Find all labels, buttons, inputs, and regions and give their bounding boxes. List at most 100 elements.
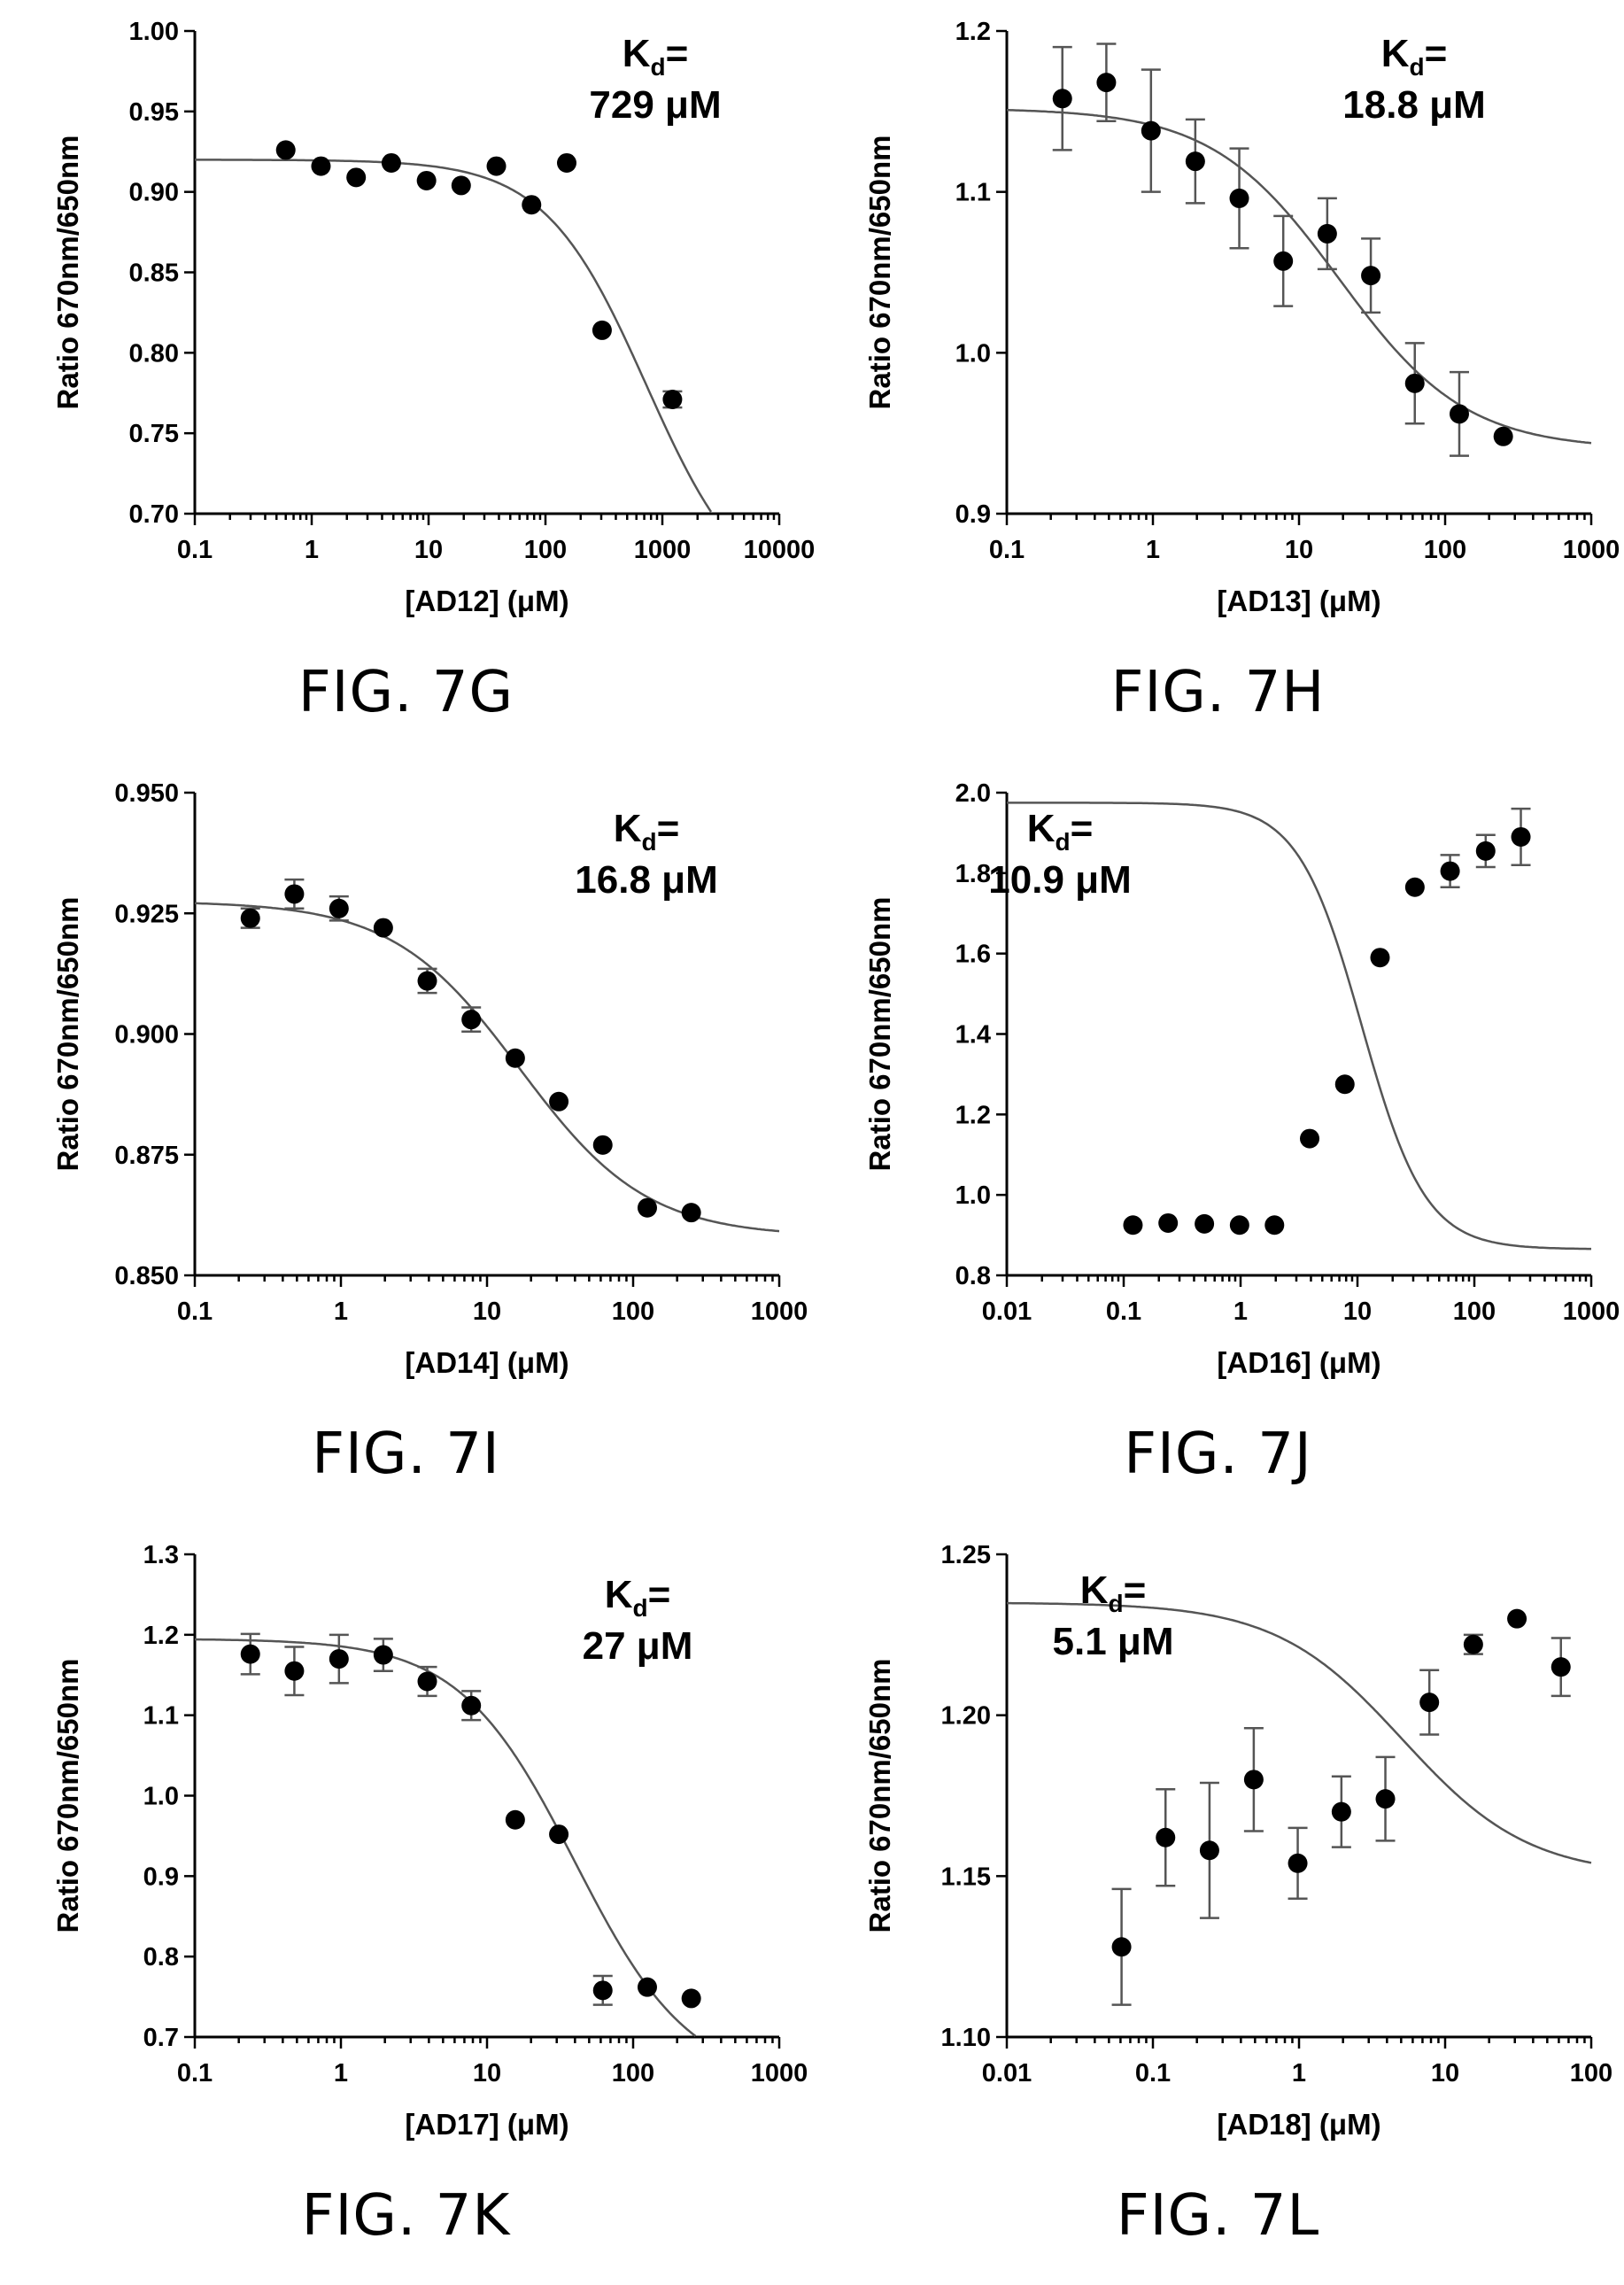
data-point [1195,1213,1215,1234]
fit-curve [1007,802,1591,1251]
x-tick-label: 10 [473,1297,501,1326]
y-tick-label: 0.75 [129,420,179,448]
data-point [329,898,349,918]
y-tick-label: 0.900 [114,1021,179,1050]
chart-svg: 0.850 0.875 0.900 0.925 0.950 0.1 1 10 100 1000 [A… [51,779,808,1379]
y-tick-label: 0.80 [129,339,179,368]
x-tick-label: 1 [305,536,319,564]
y-tick-label: 1.0 [955,339,991,368]
data-point [1507,1608,1527,1629]
data-point [1288,1853,1308,1873]
data-point [240,908,260,928]
y-tick-label: 1.0 [143,1783,179,1811]
x-tick-label: 1 [1146,536,1160,564]
data-point [1419,1692,1440,1713]
data-point [1096,73,1117,93]
kd-value: 18.8 μM [1342,83,1485,127]
x-tick-label: 1 [1292,2059,1306,2087]
y-tick-label: 1.0 [955,1181,991,1210]
figure-caption: FIG. 7G [298,660,514,725]
x-tick-label: 100 [1570,2059,1612,2087]
data-point [1199,1840,1219,1861]
data-point [592,1980,613,2001]
chart-svg: 0.70 0.75 0.80 0.85 0.90 0.95 1.00 0.1 1 10 100 100… [51,18,815,617]
x-tick-label: 1000 [751,2059,808,2087]
fit-curve [1007,1601,1592,1864]
fit-curve [195,902,780,1233]
y-tick-label: 1.10 [941,2024,991,2052]
data-point [1361,266,1381,286]
fit-curve [195,1638,697,2037]
x-tick-label: 100 [1453,1297,1496,1326]
data-point [1052,89,1072,109]
data-point [373,918,393,938]
data-point [275,140,296,160]
data-point [1156,1827,1176,1847]
y-tick-label: 0.850 [114,1262,179,1290]
figure-caption: FIG. 7J [1124,1421,1312,1487]
data-point [346,167,367,188]
data-point [416,170,437,190]
y-axis-title: Ratio 670nm/650nm [51,1659,84,1933]
data-point [1404,373,1425,393]
x-axis-title: [AD14] (μM) [405,1346,568,1379]
kd-value: 729 μM [589,83,721,127]
data-point [1463,1634,1483,1654]
x-tick-label: 0.1 [1135,2059,1171,2087]
y-tick-label: 1.2 [143,1622,179,1650]
data-point [1375,1789,1396,1809]
chart-panel-7k: 0.7 0.8 0.9 1.0 1.1 1.2 1.3 0.1 1 10 100 1000 [AD17]… [0,1523,812,2285]
y-tick-label: 1.4 [955,1021,991,1050]
kd-label: Kd= [605,1573,671,1622]
y-axis-title: Ratio 670nm/650nm [863,136,896,410]
data-point [373,1645,393,1665]
figure-caption: FIG. 7I [312,1421,500,1487]
data-point [461,1695,482,1716]
y-tick-label: 0.85 [129,259,179,288]
kd-label: Kd= [1027,807,1094,856]
data-point [1111,1937,1132,1957]
y-tick-label: 1.25 [941,1541,991,1569]
x-axis-title: [AD18] (μM) [1217,2108,1380,2141]
x-tick-label: 0.01 [982,2059,1032,2087]
data-point [1229,1215,1249,1235]
y-tick-label: 1.1 [143,1702,179,1731]
data-point [549,1824,569,1845]
data-point [1300,1128,1320,1149]
data-point [637,1197,657,1218]
y-tick-label: 0.9 [143,1863,179,1891]
figure-caption: FIG. 7L [1116,2183,1320,2249]
data-point [486,156,507,176]
figure-caption: FIG. 7H [1110,660,1326,725]
x-tick-label: 0.01 [982,1297,1032,1326]
x-tick-label: 100 [612,1297,654,1326]
y-tick-label: 0.70 [129,500,179,529]
x-axis-title: [AD13] (μM) [1217,585,1380,617]
data-point [1141,120,1161,141]
kd-value: 16.8 μM [575,858,717,902]
x-tick-label: 10 [1431,2059,1459,2087]
y-tick-label: 0.7 [143,2024,179,2052]
data-point [1551,1657,1571,1677]
y-tick-label: 1.3 [143,1541,179,1569]
data-point [662,390,683,410]
x-tick-label: 1 [334,2059,348,2087]
x-tick-label: 10000 [744,536,816,564]
y-tick-label: 1.6 [955,941,991,969]
x-axis-title: [AD12] (μM) [405,585,568,617]
kd-label: Kd= [623,32,689,81]
data-point [522,195,542,215]
data-point [1404,877,1425,897]
y-axis-title: Ratio 670nm/650nm [51,136,84,410]
y-tick-label: 1.1 [955,179,991,207]
x-tick-label: 0.1 [989,536,1025,564]
data-point [284,1661,305,1681]
x-tick-label: 1000 [751,1297,808,1326]
data-point [1229,188,1249,208]
x-tick-label: 0.1 [177,1297,213,1326]
chart-svg: 1.10 1.15 1.20 1.25 0.01 0.1 1 10 100 [AD18] (μM)… [863,1541,1612,2141]
chart-panel-7l: 1.10 1.15 1.20 1.25 0.01 0.1 1 10 100 [AD18] (μM)… [812,1523,1624,2285]
data-point [1331,1801,1351,1822]
kd-label: Kd= [614,807,680,856]
data-point [1243,1770,1264,1790]
